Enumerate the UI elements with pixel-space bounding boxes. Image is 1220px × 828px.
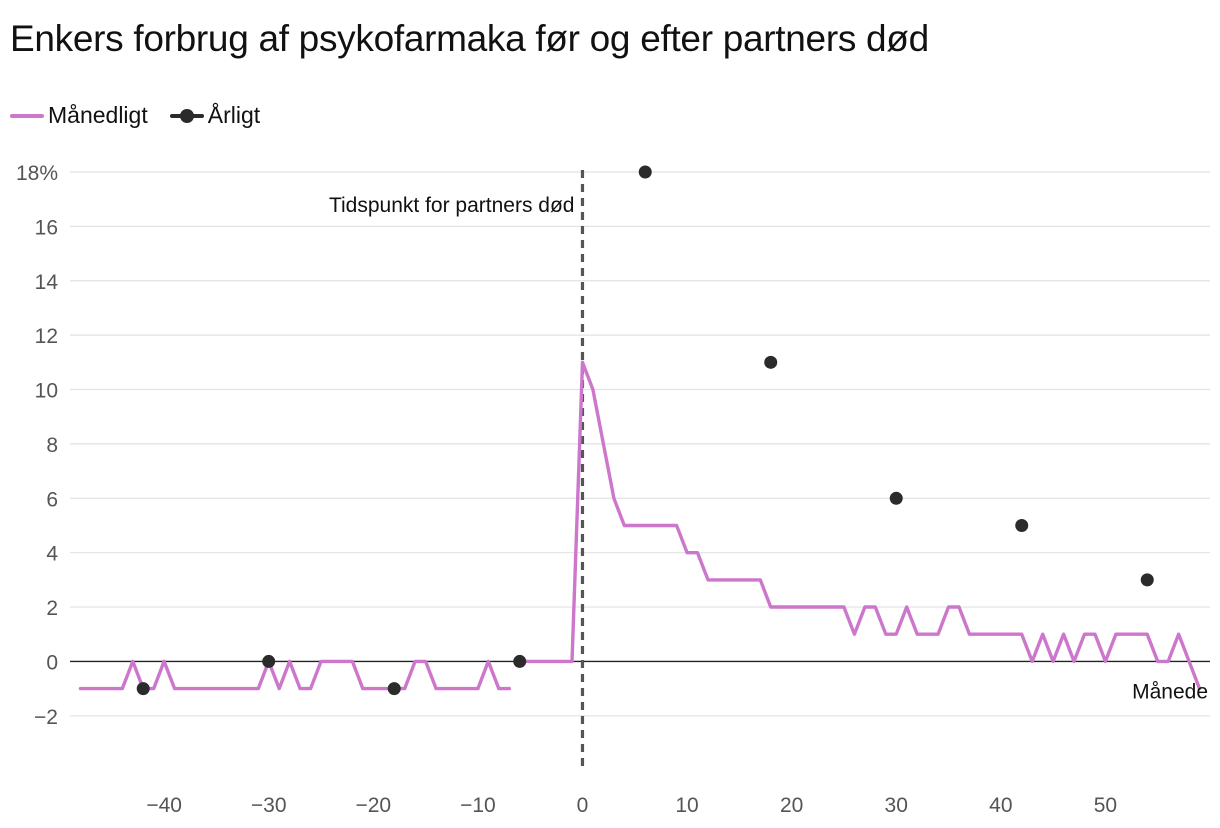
x-axis-label: Månede: [1132, 681, 1208, 704]
x-tick-label: 0: [577, 794, 589, 817]
y-tick-label: 2: [46, 597, 58, 620]
x-tick-label: 20: [780, 794, 803, 817]
x-tick-label: 30: [885, 794, 908, 817]
y-tick-label: 6: [46, 488, 58, 511]
legend: Månedligt Årligt: [10, 102, 282, 129]
x-tick-label: 50: [1094, 794, 1117, 817]
monthly-line: [518, 360, 1202, 691]
y-tick-label: −2: [34, 706, 58, 729]
yearly-point: [889, 491, 903, 505]
grid: [70, 171, 1210, 717]
x-tick-label: −30: [251, 794, 287, 817]
y-axis-ticks: −2 0 2 4 6 8 10 12 14 16 18%: [16, 162, 58, 729]
yearly-point: [638, 165, 652, 179]
y-tick-label: 8: [46, 434, 58, 457]
x-tick-label: −20: [355, 794, 391, 817]
x-tick-label: 10: [675, 794, 698, 817]
y-tick-label: 10: [35, 380, 58, 403]
series: [78, 360, 1202, 691]
yearly-point: [1015, 518, 1029, 532]
legend-item-monthly: Månedligt: [10, 102, 148, 129]
yearly-point: [1140, 573, 1154, 587]
x-axis-ticks: −40 −30 −20 −10 0 10 20 30 40 50: [146, 794, 1117, 817]
event-annotation: Tidspunkt for partners død: [329, 194, 575, 217]
y-tick-label: 4: [46, 543, 58, 566]
chart-title: Enkers forbrug af psykofarmaka før og ef…: [10, 18, 929, 59]
yearly-points: [136, 165, 1154, 696]
legend-label-monthly: Månedligt: [48, 102, 148, 128]
x-tick-label: 40: [989, 794, 1012, 817]
y-tick-label: 12: [35, 325, 58, 348]
yearly-point: [136, 682, 150, 696]
legend-line-swatch-icon: [10, 113, 44, 118]
yearly-point: [764, 355, 778, 369]
legend-item-yearly: Årligt: [169, 102, 261, 129]
x-tick-label: −10: [460, 794, 496, 817]
y-tick-label: 16: [35, 216, 58, 239]
x-tick-label: −40: [146, 794, 182, 817]
yearly-point: [387, 682, 401, 696]
y-tick-label: 14: [35, 271, 59, 294]
yearly-point: [262, 654, 276, 668]
legend-label-yearly: Årligt: [207, 102, 261, 128]
legend-dot-swatch-icon: [169, 108, 204, 123]
y-tick-label: 0: [46, 651, 58, 674]
monthly-line: [78, 659, 511, 691]
yearly-point: [513, 654, 527, 668]
y-tick-label: 18%: [16, 162, 58, 185]
